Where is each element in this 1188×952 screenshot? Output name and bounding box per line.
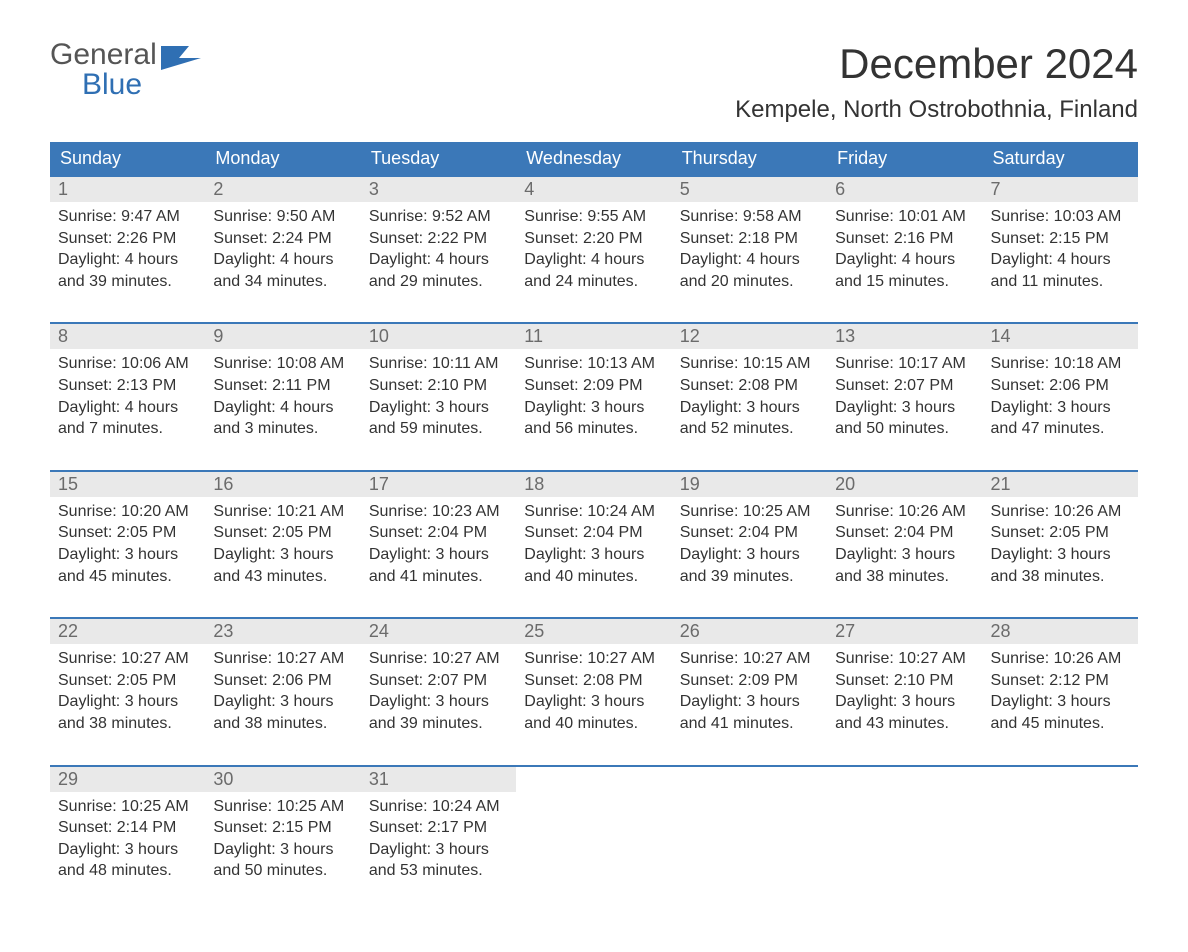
day-cell: Sunrise: 10:13 AMSunset: 2:09 PMDaylight… [516,349,671,470]
day-cell: Sunrise: 10:27 AMSunset: 2:08 PMDaylight… [516,644,671,765]
day-number: 11 [516,324,671,349]
day-number-row: 22232425262728 [50,619,1138,644]
day-cell [672,792,827,912]
day-cell [827,792,982,912]
day-cell: Sunrise: 10:17 AMSunset: 2:07 PMDaylight… [827,349,982,470]
day-number: 6 [827,177,982,202]
day-cell: Sunrise: 10:01 AMSunset: 2:16 PMDaylight… [827,202,982,323]
calendar-table: SundayMondayTuesdayWednesdayThursdayFrid… [50,142,1138,912]
day-number: 24 [361,619,516,644]
day-number: 5 [672,177,827,202]
logo: General Blue [50,40,201,100]
day-cell: Sunrise: 10:24 AMSunset: 2:04 PMDaylight… [516,497,671,618]
day-number-row: 1234567 [50,177,1138,202]
day-number-row: 293031 [50,767,1138,792]
day-cell: Sunrise: 10:27 AMSunset: 2:05 PMDaylight… [50,644,205,765]
calendar-header-row: SundayMondayTuesdayWednesdayThursdayFrid… [50,142,1138,176]
day-number: 3 [361,177,516,202]
day-cell: Sunrise: 10:27 AMSunset: 2:09 PMDaylight… [672,644,827,765]
day-number: 28 [983,619,1138,644]
day-number: 12 [672,324,827,349]
day-cell: Sunrise: 9:58 AMSunset: 2:18 PMDaylight:… [672,202,827,323]
day-number: 18 [516,472,671,497]
day-number [983,767,1138,792]
day-cell: Sunrise: 9:55 AMSunset: 2:20 PMDaylight:… [516,202,671,323]
day-number: 29 [50,767,205,792]
day-number: 13 [827,324,982,349]
day-cell: Sunrise: 10:25 AMSunset: 2:04 PMDaylight… [672,497,827,618]
logo-text: General Blue [50,40,157,100]
day-number: 22 [50,619,205,644]
column-header: Saturday [983,142,1138,176]
day-number: 14 [983,324,1138,349]
day-number: 30 [205,767,360,792]
day-number [516,767,671,792]
day-cell: Sunrise: 10:21 AMSunset: 2:05 PMDaylight… [205,497,360,618]
day-cell: Sunrise: 10:11 AMSunset: 2:10 PMDaylight… [361,349,516,470]
header: General Blue December 2024 Kempele, Nort… [50,40,1138,124]
column-header: Monday [205,142,360,176]
column-header: Tuesday [361,142,516,176]
day-number: 8 [50,324,205,349]
day-cell: Sunrise: 10:15 AMSunset: 2:08 PMDaylight… [672,349,827,470]
day-cell: Sunrise: 10:18 AMSunset: 2:06 PMDaylight… [983,349,1138,470]
day-number: 20 [827,472,982,497]
day-cell: Sunrise: 10:20 AMSunset: 2:05 PMDaylight… [50,497,205,618]
day-number: 2 [205,177,360,202]
day-data-row: Sunrise: 9:47 AMSunset: 2:26 PMDaylight:… [50,202,1138,323]
day-cell: Sunrise: 10:26 AMSunset: 2:05 PMDaylight… [983,497,1138,618]
day-cell [516,792,671,912]
day-cell: Sunrise: 9:47 AMSunset: 2:26 PMDaylight:… [50,202,205,323]
day-number: 25 [516,619,671,644]
column-header: Sunday [50,142,205,176]
day-number: 9 [205,324,360,349]
day-number: 16 [205,472,360,497]
day-cell: Sunrise: 10:23 AMSunset: 2:04 PMDaylight… [361,497,516,618]
title-block: December 2024 Kempele, North Ostrobothni… [735,40,1138,124]
day-data-row: Sunrise: 10:06 AMSunset: 2:13 PMDaylight… [50,349,1138,470]
day-number: 7 [983,177,1138,202]
day-number: 15 [50,472,205,497]
column-header: Wednesday [516,142,671,176]
day-cell: Sunrise: 9:50 AMSunset: 2:24 PMDaylight:… [205,202,360,323]
location-subtitle: Kempele, North Ostrobothnia, Finland [735,96,1138,124]
day-number [827,767,982,792]
day-number: 10 [361,324,516,349]
column-header: Thursday [672,142,827,176]
day-cell: Sunrise: 10:26 AMSunset: 2:12 PMDaylight… [983,644,1138,765]
day-number: 17 [361,472,516,497]
day-cell: Sunrise: 10:03 AMSunset: 2:15 PMDaylight… [983,202,1138,323]
day-cell: Sunrise: 9:52 AMSunset: 2:22 PMDaylight:… [361,202,516,323]
day-cell: Sunrise: 10:24 AMSunset: 2:17 PMDaylight… [361,792,516,912]
page-title: December 2024 [735,40,1138,88]
day-cell: Sunrise: 10:06 AMSunset: 2:13 PMDaylight… [50,349,205,470]
logo-word1: General [50,38,157,71]
day-number: 31 [361,767,516,792]
day-data-row: Sunrise: 10:25 AMSunset: 2:14 PMDaylight… [50,792,1138,912]
day-number: 4 [516,177,671,202]
logo-word2: Blue [82,70,157,100]
day-number-row: 15161718192021 [50,472,1138,497]
day-number: 19 [672,472,827,497]
day-number: 1 [50,177,205,202]
day-cell: Sunrise: 10:26 AMSunset: 2:04 PMDaylight… [827,497,982,618]
day-data-row: Sunrise: 10:27 AMSunset: 2:05 PMDaylight… [50,644,1138,765]
day-number: 23 [205,619,360,644]
day-number: 27 [827,619,982,644]
day-cell: Sunrise: 10:08 AMSunset: 2:11 PMDaylight… [205,349,360,470]
day-cell: Sunrise: 10:27 AMSunset: 2:10 PMDaylight… [827,644,982,765]
day-number-row: 891011121314 [50,324,1138,349]
day-cell: Sunrise: 10:25 AMSunset: 2:15 PMDaylight… [205,792,360,912]
day-number: 21 [983,472,1138,497]
day-cell [983,792,1138,912]
column-header: Friday [827,142,982,176]
day-data-row: Sunrise: 10:20 AMSunset: 2:05 PMDaylight… [50,497,1138,618]
day-cell: Sunrise: 10:27 AMSunset: 2:07 PMDaylight… [361,644,516,765]
logo-flag-icon [161,44,201,70]
day-number: 26 [672,619,827,644]
day-cell: Sunrise: 10:25 AMSunset: 2:14 PMDaylight… [50,792,205,912]
day-cell: Sunrise: 10:27 AMSunset: 2:06 PMDaylight… [205,644,360,765]
day-number [672,767,827,792]
